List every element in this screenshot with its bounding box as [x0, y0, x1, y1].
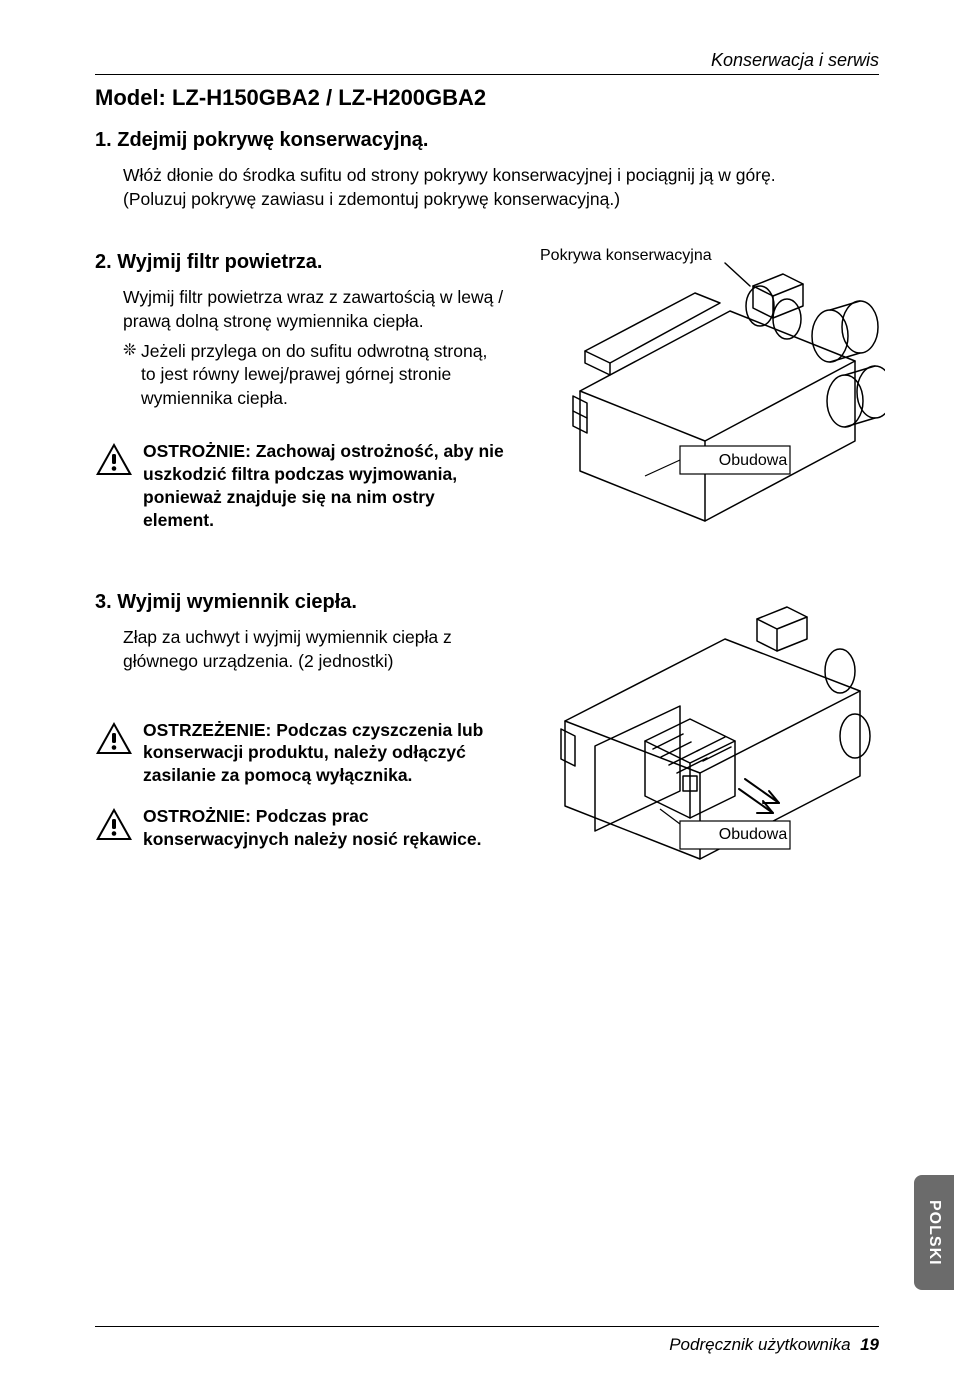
warning-icon [95, 721, 133, 755]
step2-body: Wyjmij filtr powietrza wraz z zawartości… [123, 286, 505, 333]
footer-page: 19 [860, 1335, 879, 1354]
step2-note-text: Jeżeli przylega on do sufitu odwrotną st… [141, 340, 505, 411]
header-section: Konserwacja i serwis [95, 50, 879, 75]
footer: Podręcznik użytkownika 19 [95, 1326, 879, 1355]
footer-text: Podręcznik użytkownika [669, 1335, 850, 1354]
step1-body-line1: Włóż dłonie do środka sufitu od strony p… [123, 164, 879, 188]
step1-title: 1. Zdejmij pokrywę konserwacyjną. [95, 129, 879, 152]
step3-caution: OSTROŻNIE: Podczas prac konserwacyjnych … [95, 805, 505, 851]
language-tab: POLSKI [914, 1175, 954, 1290]
step2-title: 2. Wyjmij filtr powietrza. [95, 251, 505, 274]
diagram1-label-top: Pokrywa konserwacyjna [540, 247, 712, 265]
diagram-step2 [525, 251, 885, 541]
caution-icon-2 [95, 807, 133, 841]
model-title: Model: LZ-H150GBA2 / LZ-H200GBA2 [95, 85, 879, 111]
step1-body: Włóż dłonie do środka sufitu od strony p… [123, 164, 879, 211]
diagram1-label-mid: Obudowa [703, 452, 803, 470]
diagram2-label: Obudowa [703, 826, 803, 844]
step3-body: Złap za uchwyt i wyjmij wymiennik ciepła… [123, 626, 505, 673]
step2-note: ❊ Jeżeli przylega on do sufitu odwrotną … [123, 340, 505, 411]
step3-title: 3. Wyjmij wymiennik ciepła. [95, 591, 505, 614]
caution-icon [95, 442, 133, 476]
step1-body-line2: (Poluzuj pokrywę zawiasu i zdemontuj pok… [123, 188, 879, 212]
step2-caution: OSTROŻNIE: Zachowaj ostrożność, aby nie … [95, 440, 505, 531]
step2-caution-text: OSTROŻNIE: Zachowaj ostrożność, aby nie … [143, 440, 505, 531]
step3-warning-text: OSTRZEŻENIE: Podczas czyszczenia lub kon… [143, 719, 505, 787]
step3-caution-text: OSTROŻNIE: Podczas prac konserwacyjnych … [143, 805, 505, 851]
step3-warning: OSTRZEŻENIE: Podczas czyszczenia lub kon… [95, 719, 505, 787]
note-marker-icon: ❊ [123, 340, 141, 411]
